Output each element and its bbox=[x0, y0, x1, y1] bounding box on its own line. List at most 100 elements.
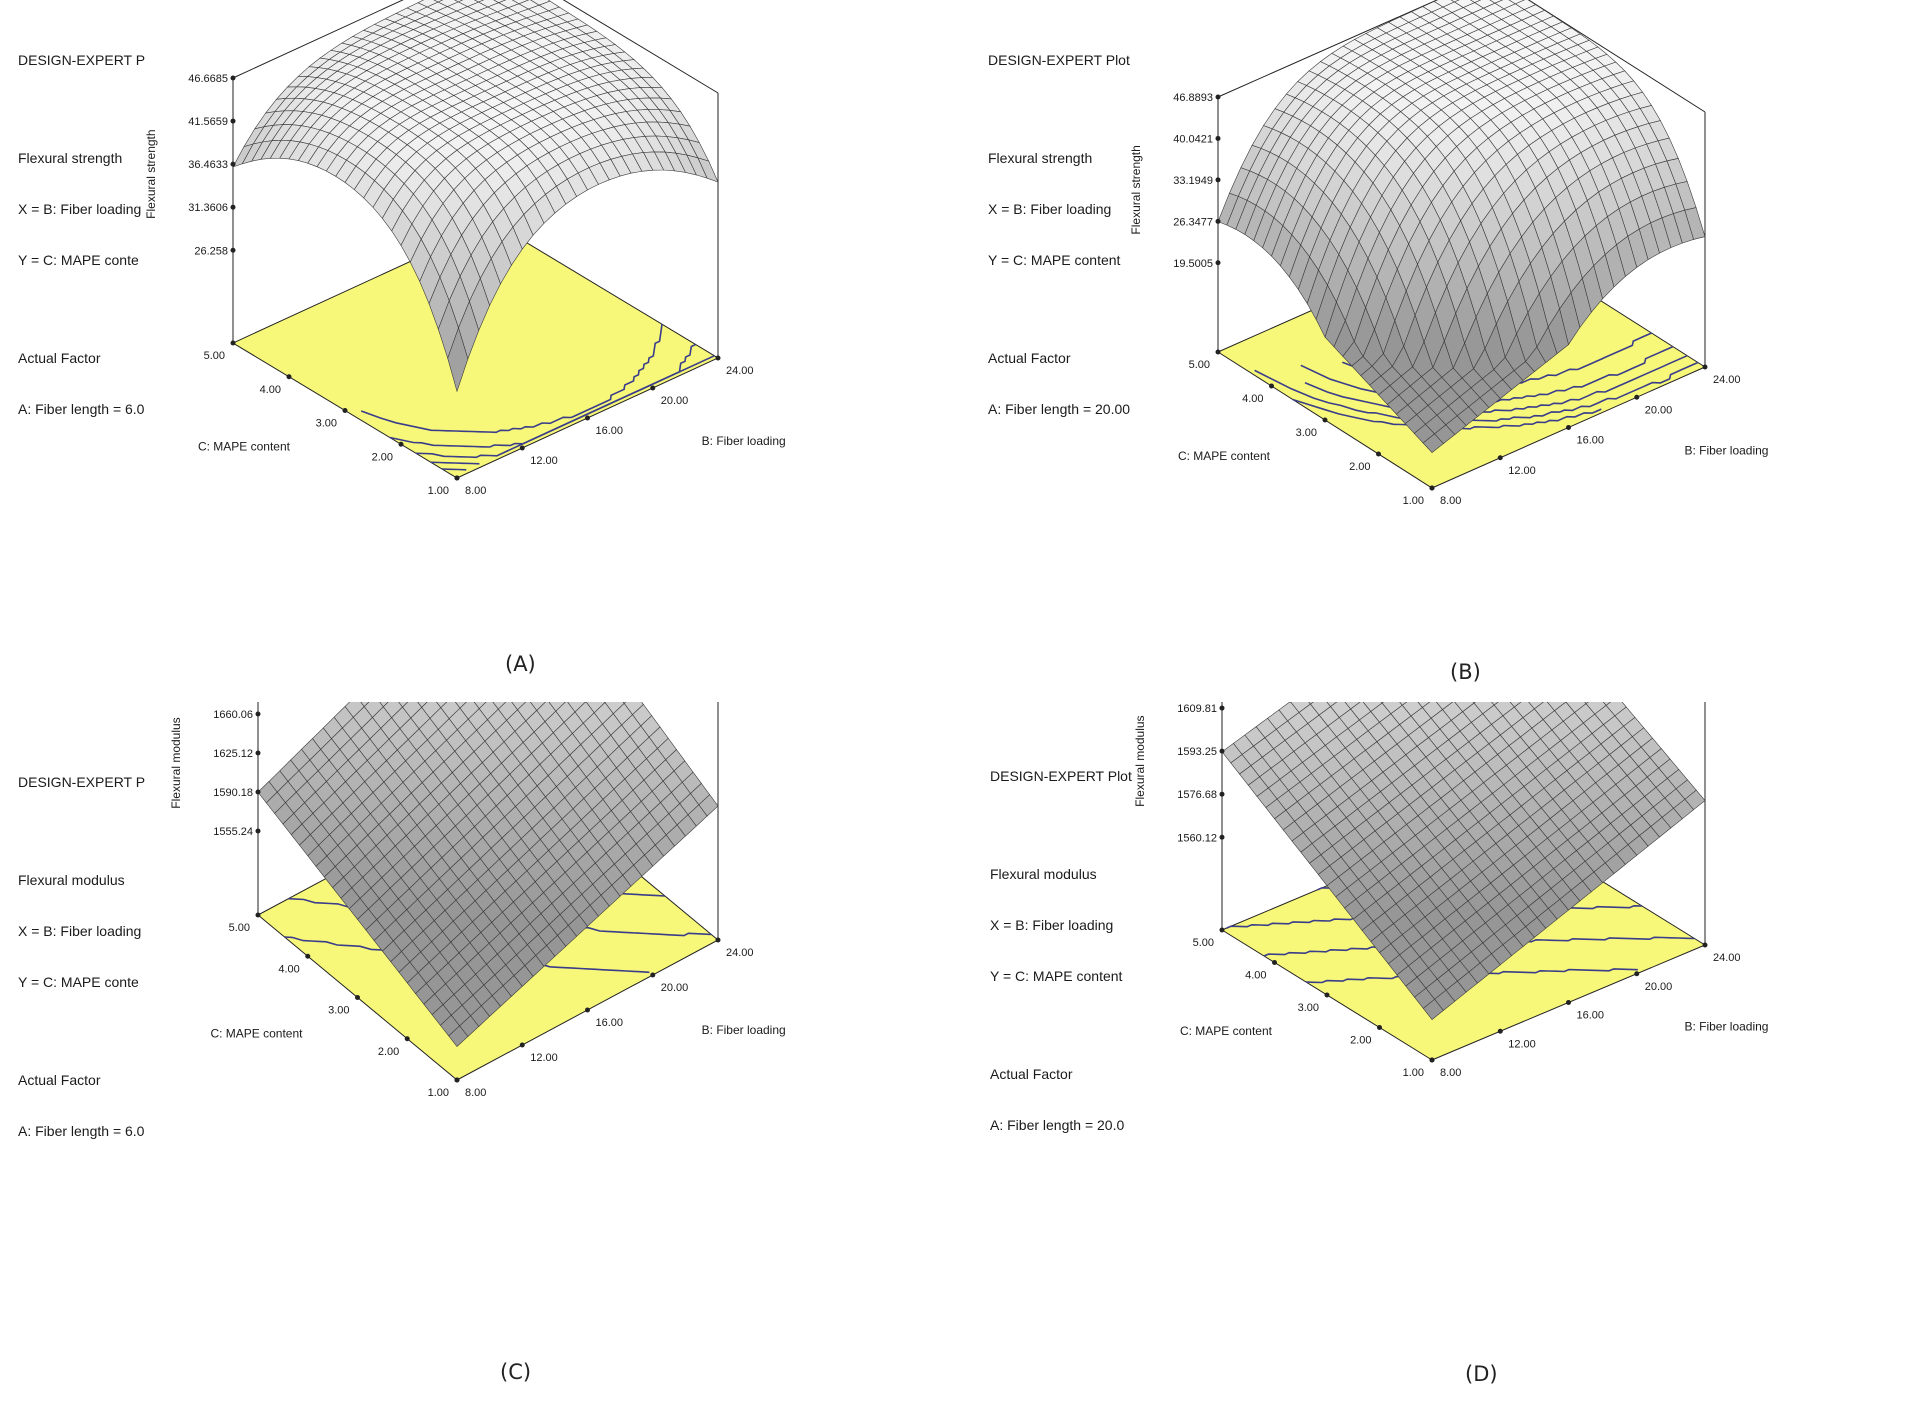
x-tick bbox=[519, 1042, 525, 1048]
actual-factor-value: A: Fiber length = 6.0 bbox=[18, 1123, 145, 1139]
z-tick bbox=[230, 204, 236, 210]
surface-plot-svg: 19.5005 26.3477 33.1949 40.0421 46.8893 8.00 1… bbox=[1129, 0, 1768, 507]
y-tick-label: 5.00 bbox=[229, 922, 250, 934]
x-tick-label: 16.00 bbox=[1577, 1010, 1605, 1022]
surface-cell bbox=[1491, 702, 1499, 706]
y-tick-label: 4.00 bbox=[260, 384, 281, 396]
z-tick-label: 1660.06 bbox=[213, 709, 253, 721]
z-tick bbox=[1219, 748, 1225, 754]
x-axis-label: B: Fiber loading bbox=[702, 434, 786, 448]
y-tick bbox=[1272, 960, 1277, 965]
z-tick-label: 36.4633 bbox=[188, 159, 228, 171]
z-tick bbox=[230, 161, 236, 167]
surface-cell bbox=[493, 0, 507, 4]
surface-cell bbox=[417, 702, 428, 708]
x-tick-label: 24.00 bbox=[1713, 374, 1741, 386]
x-tick-label: 20.00 bbox=[1645, 404, 1673, 416]
x-tick bbox=[585, 1007, 590, 1013]
surface-cell bbox=[1470, 0, 1482, 3]
z-tick-label: 46.6685 bbox=[188, 73, 228, 85]
surface-cell bbox=[398, 702, 409, 708]
z-tick-label: 41.5659 bbox=[188, 116, 228, 128]
z-tick bbox=[255, 789, 261, 795]
z-axis-label: Flexural modulus bbox=[1133, 715, 1147, 806]
x-tick bbox=[715, 355, 721, 361]
x-tick bbox=[585, 415, 590, 421]
y-tick bbox=[454, 1077, 460, 1083]
y-tick bbox=[342, 408, 348, 413]
x-tick bbox=[1497, 1028, 1503, 1034]
surface-mesh bbox=[257, 702, 719, 1047]
y-tick-label: 2.00 bbox=[378, 1046, 399, 1058]
surface-cell bbox=[1422, 998, 1444, 1021]
contour-line bbox=[360, 324, 663, 434]
x-tick-label: 24.00 bbox=[1713, 952, 1741, 964]
y-factor: Y = C: MAPE content bbox=[990, 968, 1123, 984]
panel-caption: (C) bbox=[500, 1360, 532, 1384]
x-tick bbox=[1634, 394, 1640, 400]
y-tick-label: 5.00 bbox=[1189, 359, 1210, 371]
panel-caption: (B) bbox=[1450, 660, 1481, 684]
x-tick-label: 16.00 bbox=[1577, 435, 1605, 447]
z-tick bbox=[1219, 791, 1225, 797]
surface-cell bbox=[473, 702, 487, 710]
y-tick bbox=[355, 995, 360, 1000]
surface-cell bbox=[1417, 702, 1431, 708]
chart-panel-a: DESIGN-EXPERT P Flexural strength X = B:… bbox=[0, 0, 960, 702]
surface-cell bbox=[436, 702, 448, 709]
x-tick-label: 8.00 bbox=[465, 1087, 486, 1099]
panel-caption: (A) bbox=[505, 652, 536, 676]
y-tick bbox=[230, 340, 236, 346]
y-factor: Y = C: MAPE conte bbox=[18, 252, 139, 268]
y-tick-label: 2.00 bbox=[1350, 1035, 1371, 1047]
z-axis-label: Flexural strength bbox=[144, 129, 158, 218]
z-tick-label: 31.3606 bbox=[188, 202, 228, 214]
actual-factor-value: A: Fiber length = 20.00 bbox=[988, 401, 1131, 417]
y-tick bbox=[255, 912, 261, 918]
z-tick bbox=[230, 247, 236, 253]
x-tick-label: 8.00 bbox=[465, 485, 486, 497]
y-axis-label: C: MAPE content bbox=[210, 1027, 303, 1041]
y-tick bbox=[286, 374, 292, 380]
z-tick-label: 1576.68 bbox=[1177, 789, 1217, 801]
y-axis-label: C: MAPE content bbox=[1178, 449, 1271, 463]
y-tick-label: 4.00 bbox=[1245, 970, 1266, 982]
y-tick bbox=[1269, 383, 1274, 389]
y-tick-label: 1.00 bbox=[1403, 1067, 1424, 1079]
chart-panel-d: DESIGN-EXPERT Plot Flexural modulus X = … bbox=[960, 702, 1920, 1404]
x-factor: X = B: Fiber loading bbox=[18, 201, 142, 217]
z-tick bbox=[1219, 705, 1225, 711]
y-axis-label: C: MAPE content bbox=[1180, 1024, 1273, 1038]
response-name: Flexural modulus bbox=[18, 872, 125, 888]
y-tick-label: 3.00 bbox=[316, 418, 337, 430]
y-tick-label: 3.00 bbox=[1296, 427, 1317, 439]
x-axis-label: B: Fiber loading bbox=[702, 1023, 786, 1037]
surface-cell bbox=[1326, 702, 1338, 708]
y-axis-label: C: MAPE content bbox=[198, 440, 291, 454]
y-tick bbox=[404, 1036, 410, 1042]
surface-mesh bbox=[1217, 0, 1706, 454]
x-tick-label: 24.00 bbox=[726, 947, 754, 959]
surface-cell bbox=[1399, 702, 1408, 706]
surface-cell bbox=[1489, 0, 1504, 4]
x-factor: X = B: Fiber loading bbox=[990, 917, 1114, 933]
y-tick-label: 1.00 bbox=[428, 485, 449, 497]
z-axis-label: Flexural modulus bbox=[169, 717, 183, 808]
z-tick bbox=[1215, 135, 1221, 141]
x-tick bbox=[519, 445, 525, 451]
x-tick bbox=[650, 972, 656, 978]
y-tick-label: 5.00 bbox=[1193, 937, 1214, 949]
actual-factor-title: Actual Factor bbox=[988, 350, 1071, 366]
actual-factor-value: A: Fiber length = 6.0 bbox=[18, 401, 145, 417]
x-tick-label: 8.00 bbox=[1440, 1067, 1461, 1079]
x-axis-label: B: Fiber loading bbox=[1684, 1019, 1768, 1033]
z-tick-label: 40.0421 bbox=[1173, 133, 1213, 145]
plot-title: DESIGN-EXPERT P bbox=[18, 52, 146, 68]
actual-factor-title: Actual Factor bbox=[18, 1072, 101, 1088]
x-tick bbox=[1566, 425, 1571, 430]
surface-plot-svg: 26.258 31.3606 36.4633 41.5659 46.6685 8.00 12… bbox=[144, 0, 786, 497]
z-tick-label: 19.5005 bbox=[1173, 258, 1213, 270]
plot-title: DESIGN-EXPERT P bbox=[18, 774, 146, 790]
y-tick-label: 4.00 bbox=[278, 963, 299, 975]
z-tick bbox=[230, 118, 236, 124]
